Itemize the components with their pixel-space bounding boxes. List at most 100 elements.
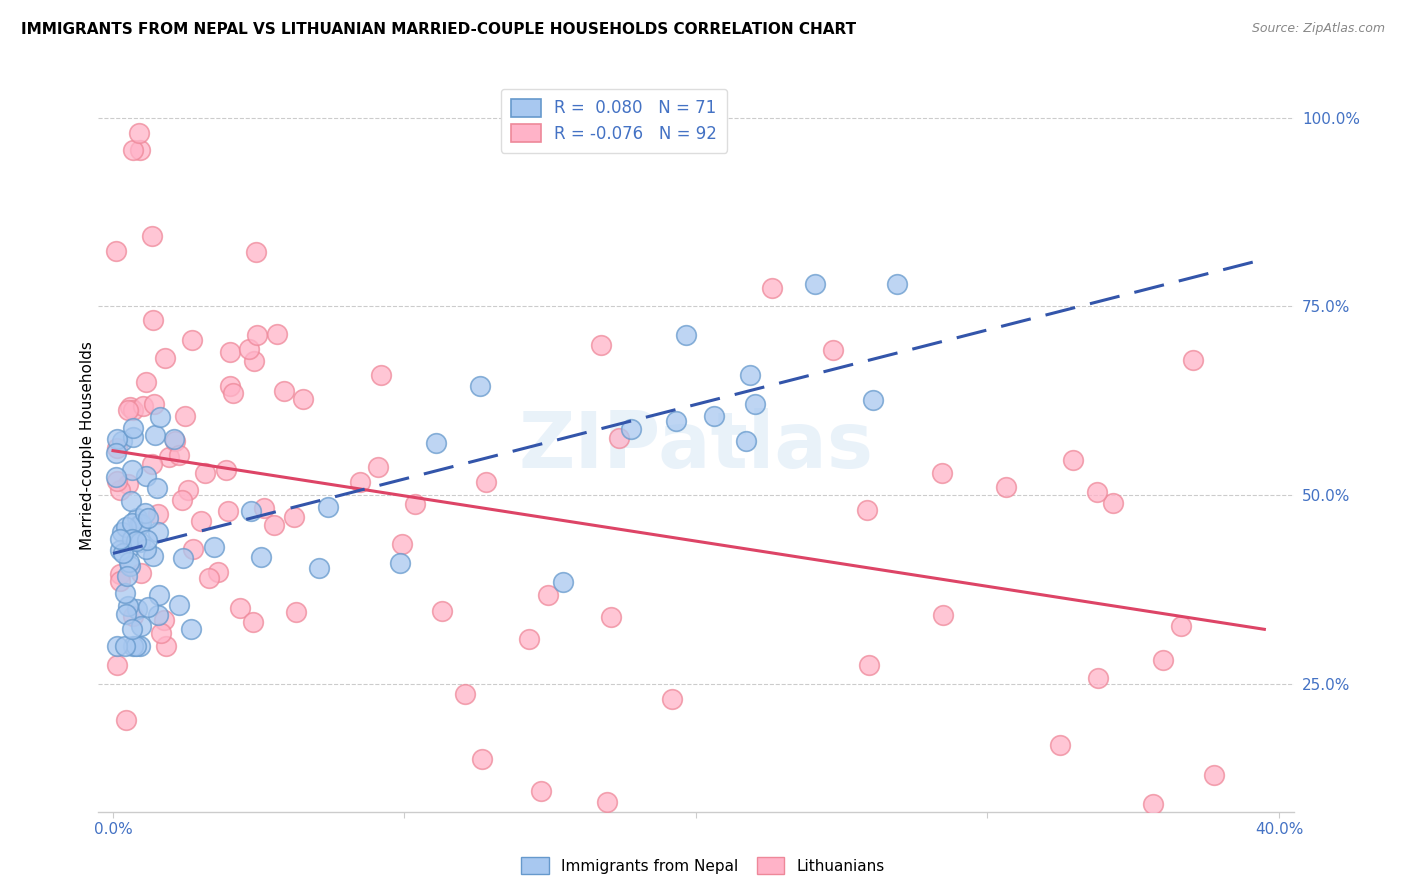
Point <box>136 599 159 614</box>
Point <box>349 475 371 489</box>
Text: ZIPatlas: ZIPatlas <box>519 408 873 484</box>
Point <box>1087 671 1109 685</box>
Point <box>242 615 264 629</box>
Point <box>1152 653 1174 667</box>
Point <box>125 533 148 548</box>
Point <box>761 280 783 294</box>
Point <box>370 368 392 382</box>
Point <box>665 413 688 427</box>
Point <box>117 477 139 491</box>
Point <box>266 326 288 341</box>
Point <box>107 432 129 446</box>
Point <box>118 555 141 569</box>
Point <box>125 639 148 653</box>
Point <box>121 608 143 623</box>
Point <box>129 566 152 581</box>
Point <box>146 481 169 495</box>
Point <box>207 565 229 579</box>
Point <box>142 313 165 327</box>
Point <box>1181 352 1204 367</box>
Point <box>1085 485 1108 500</box>
Point <box>180 622 202 636</box>
Point <box>120 559 142 574</box>
Point <box>740 368 762 382</box>
Point <box>111 434 134 448</box>
Point <box>105 445 128 459</box>
Point <box>121 463 143 477</box>
Point <box>620 422 643 436</box>
Point <box>475 475 498 489</box>
Point <box>425 435 447 450</box>
Point <box>142 549 165 563</box>
Point <box>517 632 540 646</box>
Point <box>117 599 139 613</box>
Point <box>108 483 131 497</box>
Point <box>118 400 141 414</box>
Point <box>135 542 157 557</box>
Point <box>121 532 143 546</box>
Point <box>105 244 128 259</box>
Point <box>122 639 145 653</box>
Point <box>121 143 143 157</box>
Point <box>735 434 758 448</box>
Point <box>122 403 145 417</box>
Point <box>108 533 131 547</box>
Point <box>284 606 307 620</box>
Point <box>661 692 683 706</box>
Point <box>217 504 239 518</box>
Point <box>176 483 198 498</box>
Point <box>804 277 827 291</box>
Point <box>219 379 242 393</box>
Point <box>215 463 238 477</box>
Point <box>530 784 553 798</box>
Point <box>141 457 163 471</box>
Point <box>111 525 134 540</box>
Point <box>115 520 138 534</box>
Point <box>128 535 150 549</box>
Point <box>167 449 190 463</box>
Point <box>250 549 273 564</box>
Point <box>222 385 245 400</box>
Point <box>886 277 908 291</box>
Point <box>430 603 453 617</box>
Point <box>114 714 136 728</box>
Point <box>273 384 295 398</box>
Point <box>148 588 170 602</box>
Point <box>149 626 172 640</box>
Point <box>128 518 150 533</box>
Point <box>596 795 619 809</box>
Point <box>121 622 143 636</box>
Point <box>129 517 152 532</box>
Point <box>117 403 139 417</box>
Point <box>391 537 413 551</box>
Point <box>132 399 155 413</box>
Point <box>180 333 202 347</box>
Point <box>607 430 630 444</box>
Y-axis label: Married-couple Households: Married-couple Households <box>80 342 94 550</box>
Point <box>167 598 190 612</box>
Point <box>114 639 136 653</box>
Point <box>198 571 221 585</box>
Point <box>855 502 877 516</box>
Point <box>253 500 276 515</box>
Point <box>135 375 157 389</box>
Point <box>159 450 181 465</box>
Point <box>108 574 131 588</box>
Point <box>931 608 953 623</box>
Point <box>174 409 197 423</box>
Point <box>121 430 143 444</box>
Point <box>141 229 163 244</box>
Point <box>105 639 128 653</box>
Point <box>105 658 128 673</box>
Point <box>163 434 186 448</box>
Point <box>190 514 212 528</box>
Point <box>114 586 136 600</box>
Point <box>112 545 135 559</box>
Point <box>823 343 845 358</box>
Point <box>1142 797 1164 812</box>
Point <box>146 607 169 622</box>
Point <box>675 328 697 343</box>
Point <box>129 143 152 157</box>
Point <box>263 517 285 532</box>
Point <box>172 551 194 566</box>
